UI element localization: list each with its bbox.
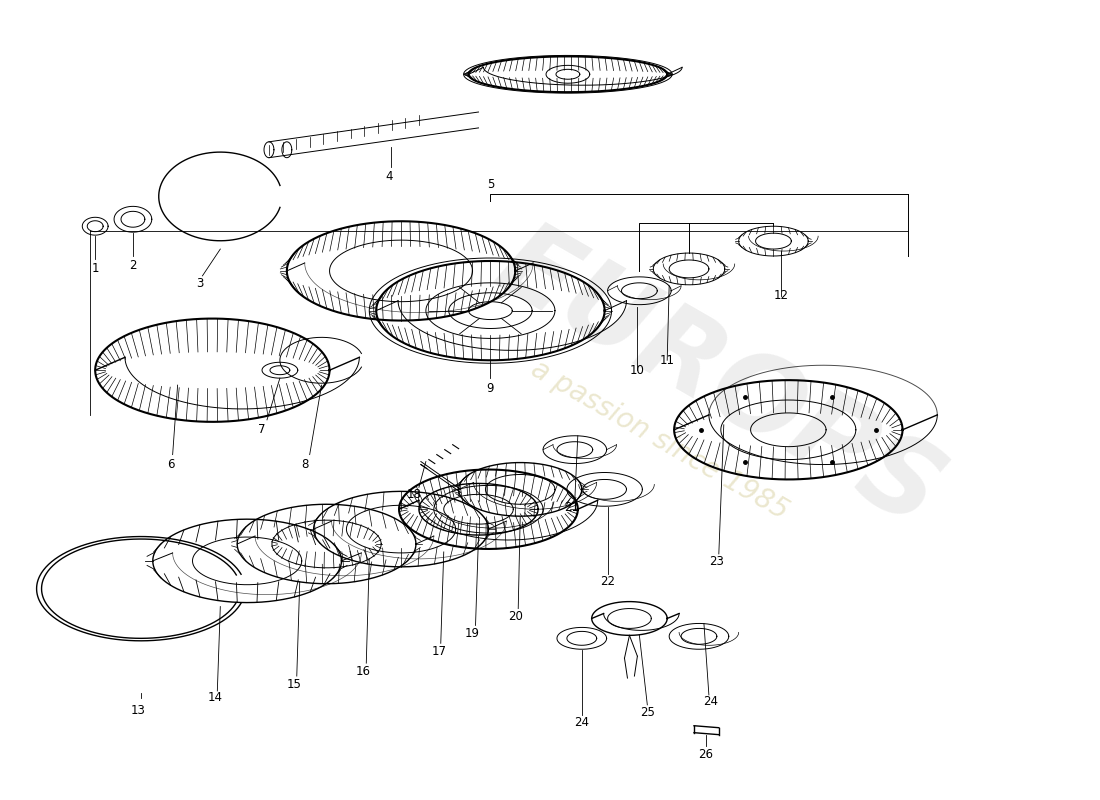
Text: EUROPS: EUROPS [478, 210, 959, 550]
Text: 4: 4 [385, 170, 393, 183]
Text: 24: 24 [703, 695, 718, 708]
Text: 14: 14 [208, 691, 223, 705]
Text: a passion since 1985: a passion since 1985 [526, 354, 793, 525]
Text: 8: 8 [301, 458, 308, 471]
Text: 9: 9 [486, 382, 494, 394]
Text: 1: 1 [91, 262, 99, 275]
Text: 11: 11 [660, 354, 674, 366]
Text: 22: 22 [601, 575, 615, 588]
Text: 15: 15 [286, 678, 301, 690]
Text: 17: 17 [431, 645, 447, 658]
Text: 20: 20 [508, 610, 522, 623]
Text: 3: 3 [196, 278, 204, 290]
Text: 7: 7 [258, 423, 266, 436]
Text: 2: 2 [129, 259, 136, 273]
Text: 6: 6 [167, 458, 175, 471]
Text: 23: 23 [710, 555, 724, 568]
Text: 18: 18 [407, 488, 421, 501]
Text: 19: 19 [465, 627, 480, 640]
Text: 5: 5 [486, 178, 494, 191]
Text: 13: 13 [131, 704, 145, 718]
Text: 26: 26 [698, 748, 714, 761]
Text: 25: 25 [640, 706, 654, 719]
Text: 12: 12 [774, 290, 789, 302]
Text: 24: 24 [574, 716, 590, 730]
Text: 21: 21 [564, 501, 580, 514]
Text: 16: 16 [355, 665, 371, 678]
Text: 10: 10 [630, 364, 645, 377]
